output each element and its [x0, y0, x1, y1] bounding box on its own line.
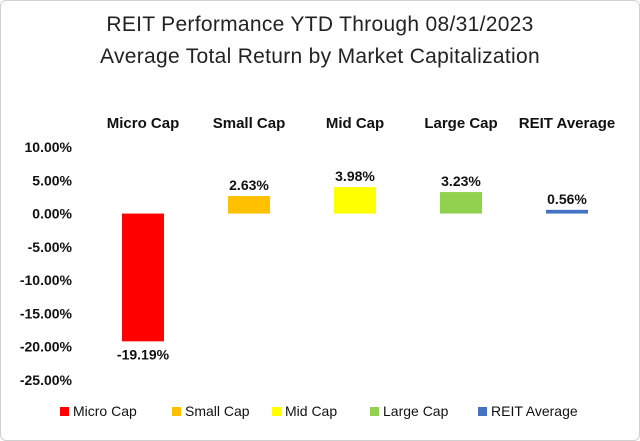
data-label: 3.23% — [441, 173, 481, 189]
y-tick-label: -20.00% — [20, 339, 73, 355]
bar — [334, 187, 376, 214]
y-tick-label: 5.00% — [32, 172, 72, 188]
data-label: -19.19% — [117, 346, 170, 362]
data-label: 2.63% — [229, 177, 269, 193]
legend-label: Small Cap — [185, 403, 250, 419]
category-label: Mid Cap — [326, 115, 384, 132]
bar — [546, 209, 588, 214]
legend-swatch — [60, 407, 69, 416]
legend-label: Mid Cap — [285, 403, 337, 419]
bar — [440, 192, 482, 214]
category-label: REIT Average — [519, 115, 615, 132]
legend-swatch — [272, 407, 281, 416]
y-tick-label: -25.00% — [20, 372, 73, 388]
y-tick-label: 10.00% — [25, 139, 73, 155]
category-label: Small Cap — [213, 115, 286, 132]
legend-label: Micro Cap — [73, 403, 137, 419]
chart-title: REIT Performance YTD Through 08/31/2023 — [106, 13, 534, 36]
bar — [122, 213, 164, 342]
legend-swatch — [172, 407, 181, 416]
category-label: Large Cap — [424, 115, 497, 132]
y-tick-label: -5.00% — [28, 239, 73, 255]
bar — [228, 196, 270, 214]
y-tick-label: -10.00% — [20, 272, 73, 288]
legend-swatch — [370, 407, 379, 416]
data-label: 0.56% — [547, 191, 587, 207]
y-tick-label: 0.00% — [32, 206, 72, 222]
legend-swatch — [478, 407, 487, 416]
category-label: Micro Cap — [107, 115, 180, 132]
chart-subtitle: Average Total Return by Market Capitaliz… — [100, 45, 540, 68]
legend-label: REIT Average — [491, 403, 578, 419]
y-tick-label: -15.00% — [20, 305, 73, 321]
legend-label: Large Cap — [383, 403, 449, 419]
data-label: 3.98% — [335, 168, 375, 184]
